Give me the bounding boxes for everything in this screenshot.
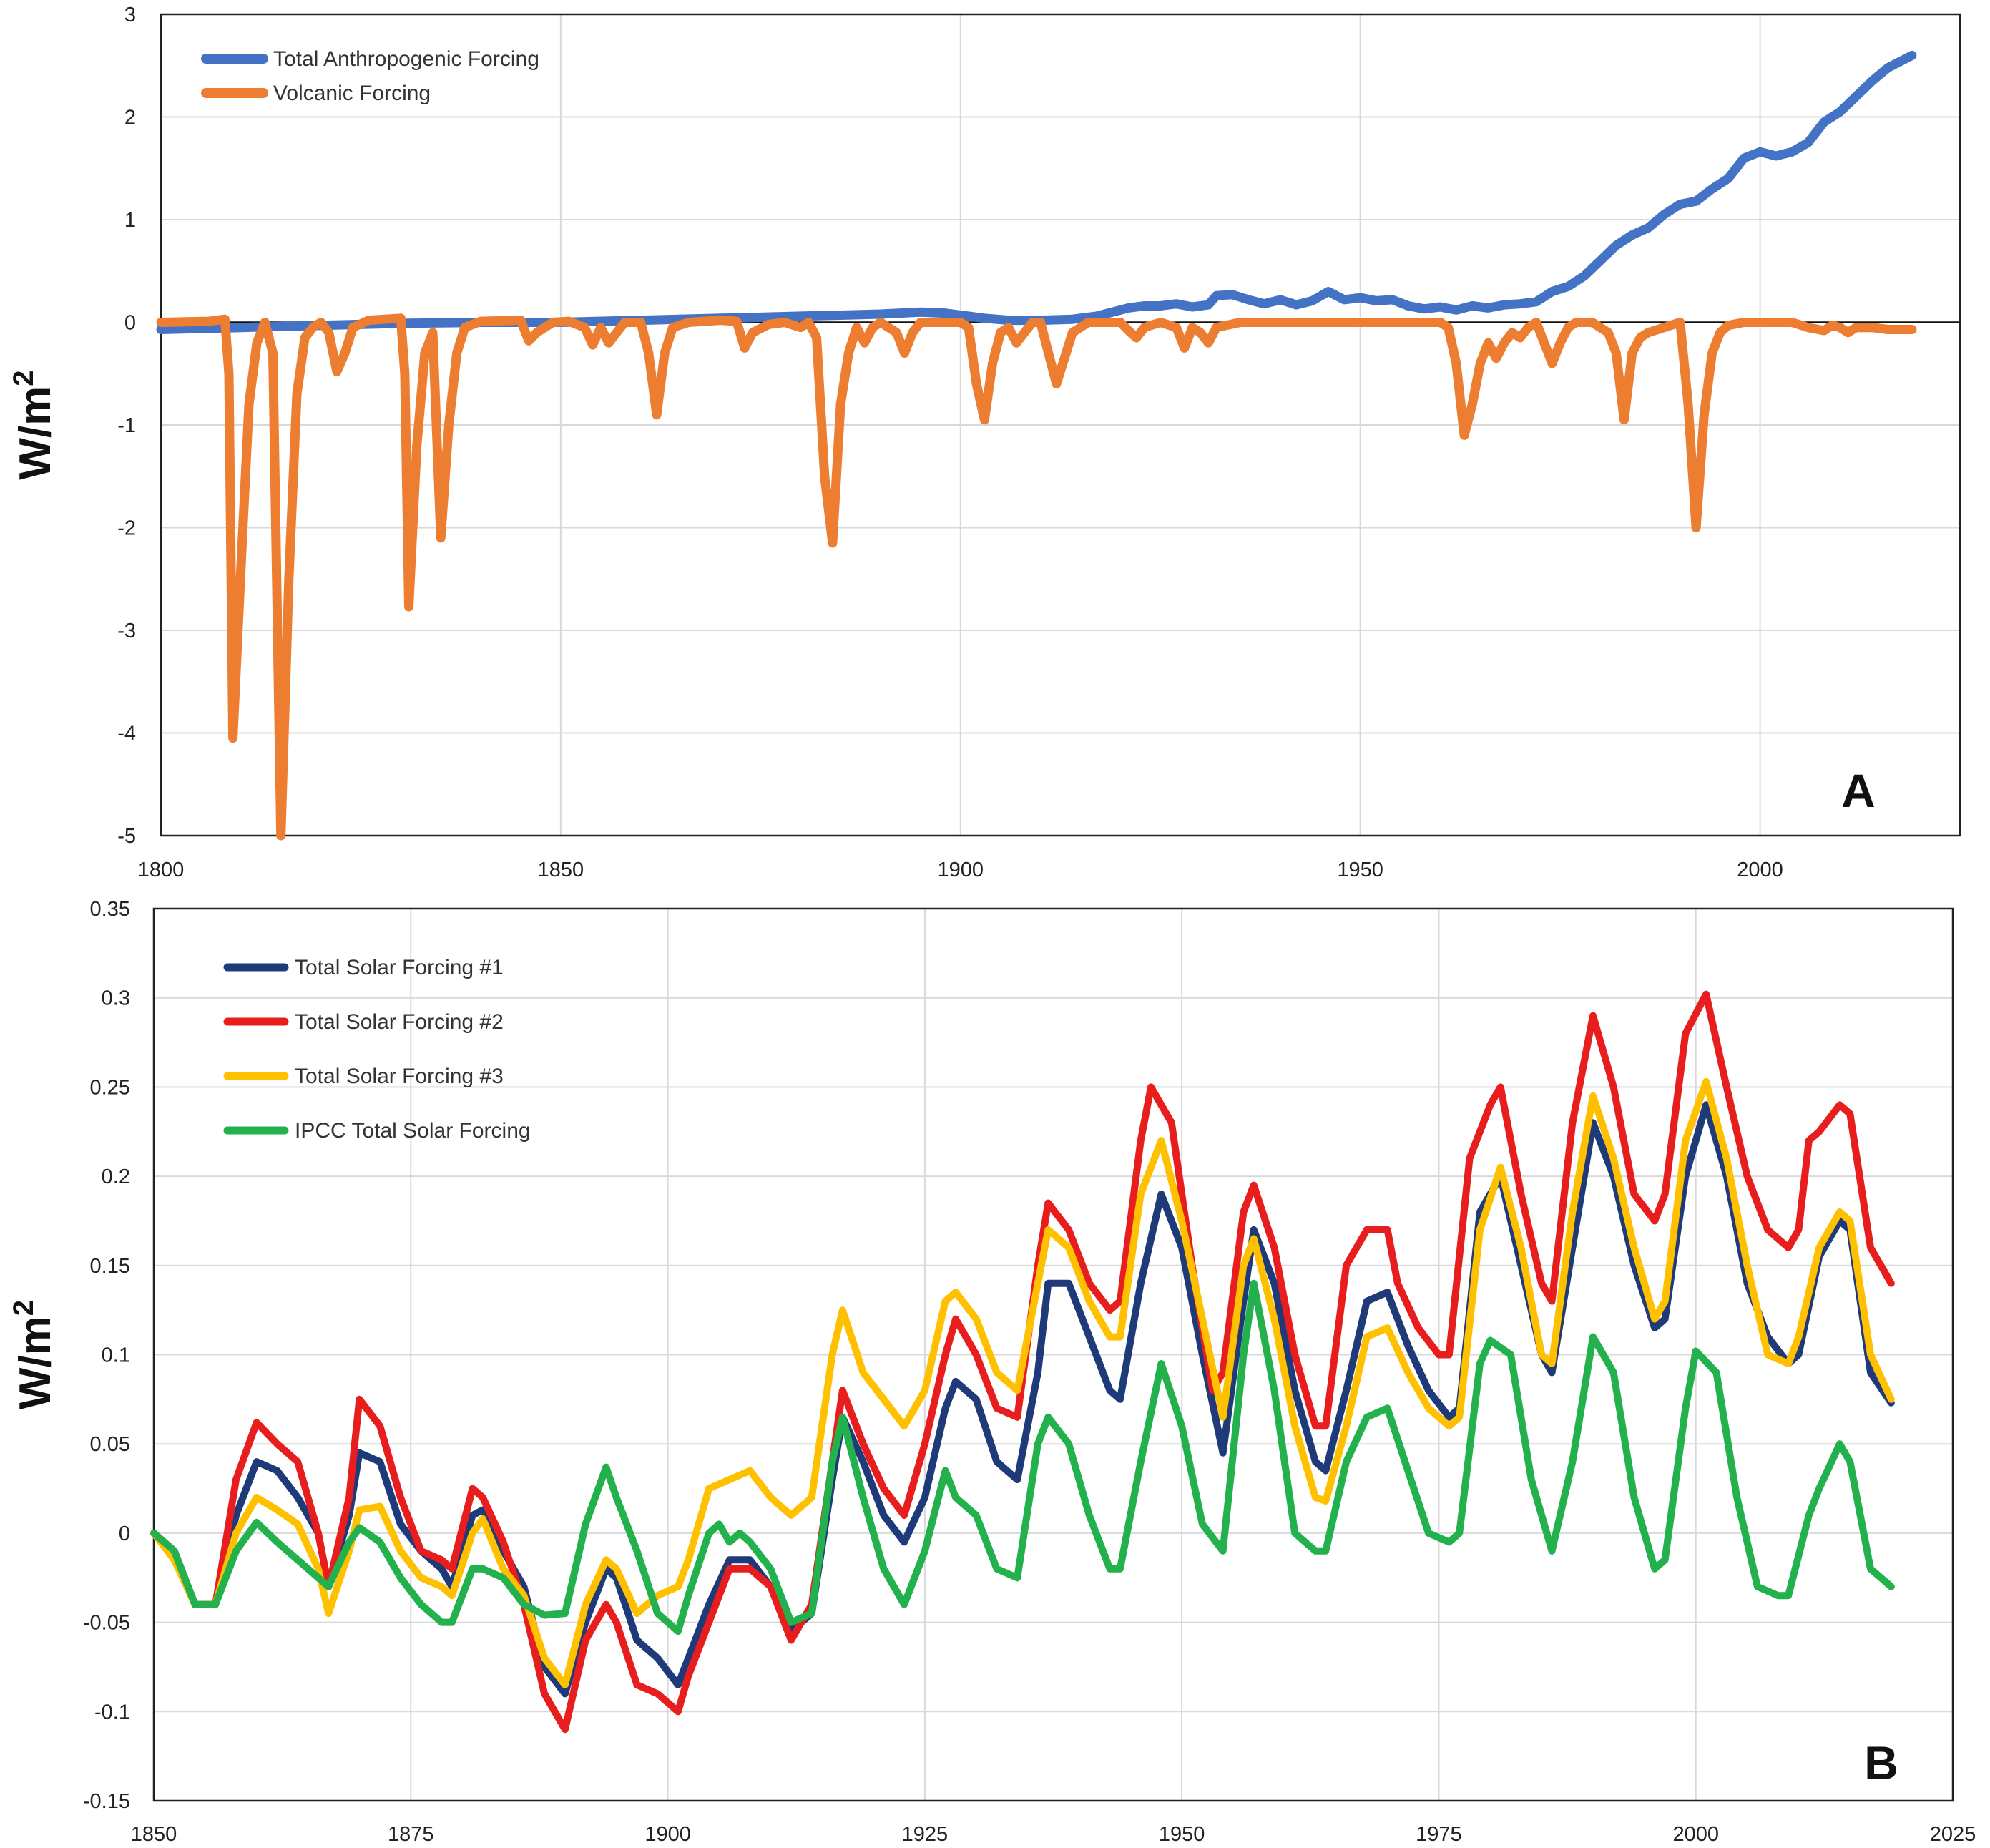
plot-frame [160, 13, 1961, 837]
panel-label: B [1864, 1736, 1898, 1789]
legend-label-total-solar-forcing-3: Total Solar Forcing #3 [295, 1065, 504, 1088]
y-tick-label: -3 [117, 620, 136, 642]
y-tick-label: 0 [124, 312, 136, 335]
y-tick-label: 1 [124, 209, 136, 232]
series-line-total-solar-forcing-1 [150, 1101, 1895, 1698]
y-tick-label: -4 [117, 723, 136, 745]
y-tick-label: -0.1 [94, 1701, 130, 1724]
x-tick-label: 1875 [388, 1823, 434, 1846]
y-axis-label: W/m2 [8, 370, 60, 479]
x-tick-label: 1925 [902, 1823, 949, 1846]
y-tick-label: -0.05 [83, 1612, 130, 1635]
series-line-total-anthropogenic-forcing [156, 50, 1917, 334]
y-tick-label: 0 [119, 1522, 130, 1545]
y-axis-label: W/m2 [8, 1300, 60, 1409]
x-tick-label: 1900 [644, 1823, 691, 1846]
y-tick-label: 0.35 [90, 898, 130, 921]
legend-label-total-solar-forcing-2: Total Solar Forcing #2 [295, 1010, 504, 1034]
series-line-volcanic-forcing [156, 313, 1917, 841]
x-tick-label: 1900 [938, 859, 984, 881]
x-tick-label: 2000 [1737, 859, 1783, 881]
legend-label-ipcc-total-solar-forcing: IPCC Total Solar Forcing [295, 1119, 531, 1143]
y-tick-label: -5 [117, 825, 136, 848]
x-tick-label: 2000 [1672, 1823, 1719, 1846]
y-tick-label: 0.2 [102, 1165, 130, 1188]
x-tick-label: 1850 [538, 859, 584, 881]
chart-panel-b: 1850 1875 1900 1925 1950 1975 2000 2025 0.35 0.3 0… [8, 898, 1976, 1846]
y-tick-label: 0.3 [102, 987, 130, 1010]
x-tick-label: 1950 [1337, 859, 1383, 881]
panel-label: A [1841, 764, 1876, 817]
x-tick-label: 1850 [131, 1823, 177, 1846]
chart-panel-a: 1800 1850 1900 1950 2000 3 2 1 0 -1 -2 -3 -4 -5 W/m2 To… [8, 4, 1961, 881]
x-tick-label: 1975 [1416, 1823, 1462, 1846]
x-tick-label: 2025 [1930, 1823, 1976, 1846]
legend-label-total-anthropogenic-forcing: Total Anthropogenic Forcing [273, 47, 539, 71]
y-tick-label: 0.1 [102, 1344, 130, 1367]
y-tick-label: 3 [124, 4, 136, 26]
plot-frame [152, 907, 1954, 1802]
y-tick-label: 0.25 [90, 1076, 130, 1099]
y-tick-label: 2 [124, 107, 136, 129]
series-line-ipcc-total-solar-forcing [150, 1279, 1895, 1636]
legend: Total Anthropogenic Forcing Volcanic Forc… [201, 47, 539, 105]
y-tick-label: -1 [117, 414, 136, 437]
y-tick-label: 0.05 [90, 1433, 130, 1456]
series-line-total-solar-forcing-3 [150, 1077, 1895, 1688]
y-tick-label: -0.15 [83, 1790, 130, 1813]
legend-label-total-solar-forcing-1: Total Solar Forcing #1 [295, 956, 504, 979]
legend-label-volcanic-forcing: Volcanic Forcing [273, 82, 431, 105]
series-line-total-solar-forcing-2 [150, 990, 1895, 1734]
x-tick-label: 1800 [138, 859, 185, 881]
y-tick-label: -2 [117, 517, 136, 540]
x-tick-label: 1950 [1159, 1823, 1205, 1846]
y-tick-label: 0.15 [90, 1255, 130, 1278]
legend: Total Solar Forcing #1 Total Solar Forcin… [223, 956, 531, 1143]
